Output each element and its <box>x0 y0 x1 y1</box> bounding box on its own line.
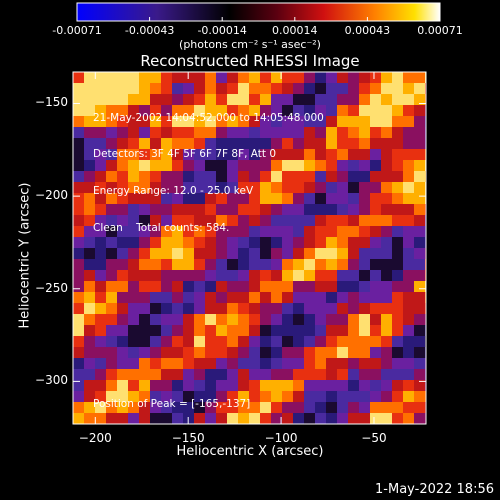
colorbar-tick-label: 0.00071 <box>417 24 463 37</box>
x-tick-label: −50 <box>361 431 387 445</box>
colorbar-tick-label: 0.00043 <box>344 24 391 37</box>
colorbar-tick-label: -0.00043 <box>124 24 175 37</box>
colorbar-tick-label: 0.00014 <box>272 24 318 37</box>
y-tick-label: −300 <box>35 373 68 388</box>
x-tick-label: −200 <box>78 431 112 445</box>
info-energy-range: Energy Range: 12.0 - 25.0 keV <box>93 185 254 198</box>
colorbar-tick-label: -0.00071 <box>52 24 102 37</box>
colorbar-svg <box>76 2 441 22</box>
colorbar-units: (photons cm⁻² s⁻¹ asec⁻²) <box>179 38 321 51</box>
info-detectors: Detectors: 3F 4F 5F 6F 7F 8F, Att 0 <box>93 148 277 161</box>
x-axis-label: Heliocentric X (arcsec) <box>176 444 324 459</box>
x-tick-label: −150 <box>171 431 205 445</box>
timestamp: 1-May-2022 18:56 <box>375 482 494 497</box>
y-tick-label: −250 <box>35 280 68 295</box>
colorbar-tick-label: -0.00014 <box>197 24 247 37</box>
info-text: 21-May-2002 14:04:52.000 to 14:05:48.000… <box>93 87 324 247</box>
plot-frame <box>72 71 427 425</box>
colorbar <box>76 2 441 22</box>
y-tick-label: −150 <box>35 95 68 110</box>
chart-title: Reconstructed RHESSI Image <box>140 52 360 70</box>
peak-position-label: Position of Peak = [-165,-137] <box>93 398 251 410</box>
info-time-range: 21-May-2002 14:04:52.000 to 14:05:48.000 <box>93 111 324 124</box>
x-tick-label: −100 <box>264 431 298 445</box>
y-tick-label: −200 <box>35 188 68 203</box>
axis-ticks <box>73 72 426 424</box>
info-counts: Clean Total counts: 584. <box>93 222 230 235</box>
y-axis-label: Heliocentric Y (arcsec) <box>17 182 33 329</box>
heatmap-image <box>73 72 426 424</box>
colorbar-ticks <box>76 17 441 21</box>
